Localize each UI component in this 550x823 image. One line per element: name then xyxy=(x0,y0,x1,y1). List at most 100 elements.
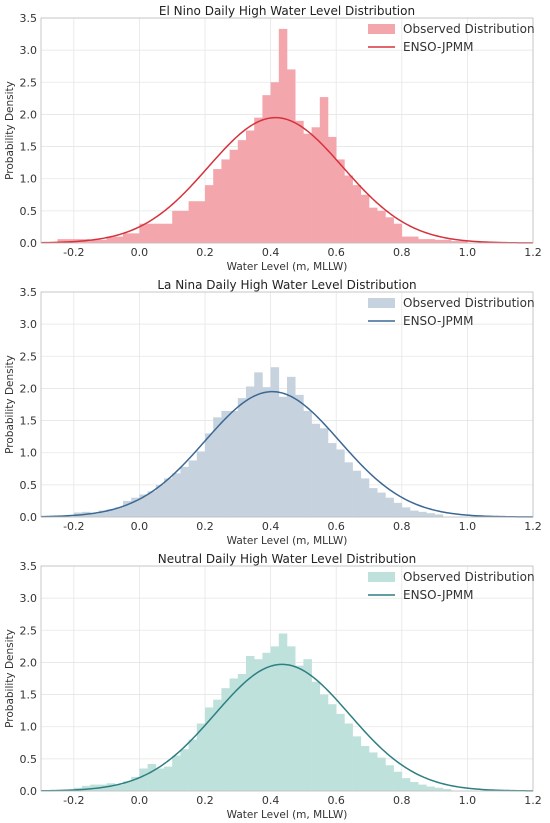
x-tick-label: 0.2 xyxy=(196,794,214,807)
neutral-hist-bar xyxy=(434,787,444,791)
la-nina-hist-bar xyxy=(369,488,378,517)
la-nina-hist-bar xyxy=(377,492,386,517)
neutral-chart: -0.2 0.0 0.2 0.4 0.6 0.8 1.0 1.2 0.0 0.5 1.0 1.5 2.0… xyxy=(4,552,542,821)
la-nina-hist-bar xyxy=(196,451,206,517)
y-tick-label: 3.0 xyxy=(20,44,38,57)
la-nina-hist-bar xyxy=(295,394,304,517)
neutral-hist-bar xyxy=(442,789,452,791)
el-nino-hist-bar xyxy=(213,169,222,243)
el-nino-hist-bar xyxy=(270,82,280,244)
y-axis-label: Probability Density xyxy=(4,81,16,180)
el-nino-hist-bar xyxy=(57,239,75,243)
x-tick-label: 0.6 xyxy=(327,520,345,533)
neutral-hist-bar xyxy=(196,723,206,791)
la-nina-hist-bar xyxy=(352,470,362,517)
y-tick-label: 3.0 xyxy=(20,318,38,331)
la-nina-hist-bar xyxy=(311,423,321,517)
el-nino-hist-bar xyxy=(155,223,173,243)
x-tick-label: 0.8 xyxy=(393,246,411,259)
la-nina-hist-bar xyxy=(246,386,255,517)
la-nina-hist-bar xyxy=(164,478,173,517)
la-nina-hist-bar xyxy=(385,497,394,517)
la-nina-hist-bar xyxy=(114,507,124,517)
la-nina-hist-bar xyxy=(426,513,435,517)
el-nino-hist-bar xyxy=(246,130,255,243)
x-tick-label: 1.2 xyxy=(524,246,542,259)
la-nina-hist-bar xyxy=(434,514,444,517)
la-nina-hist-bar xyxy=(303,410,312,517)
el-nino-hist-bar xyxy=(336,159,345,243)
el-nino-plot-frame xyxy=(40,17,534,244)
el-nino-chart-title: El Nino Daily High Water Level Distribut… xyxy=(159,4,415,18)
neutral-hist-bar xyxy=(426,786,435,791)
el-nino-hist-bar xyxy=(369,207,378,243)
el-nino-hist-bar xyxy=(393,223,403,243)
legend-swatch-observed xyxy=(368,24,395,34)
neutral-hist-bar xyxy=(410,782,419,791)
neutral-hist-bar xyxy=(295,665,304,791)
x-tick-label: 1.0 xyxy=(459,794,477,807)
x-axis-label: Water Level (m, MLLW) xyxy=(227,535,348,547)
y-tick-label: 3.5 xyxy=(20,12,38,25)
neutral-hist-bar xyxy=(221,688,230,791)
el-nino-hist-bar xyxy=(90,239,107,243)
neutral-hist-bar xyxy=(106,783,116,791)
el-nino-chart: -0.2 0.0 0.2 0.4 0.6 0.8 1.0 1.2 0.0 0.5 1.0 1.5 2.0… xyxy=(4,4,542,273)
el-nino-hist-bar xyxy=(287,69,296,243)
y-tick-label: 1.0 xyxy=(20,721,38,734)
la-nina-hist-bar xyxy=(229,410,239,517)
neutral-hist-bar xyxy=(278,633,288,791)
neutral-hist-bar xyxy=(418,784,427,791)
el-nino-legend: Observed Distribution ENSO-JPMM xyxy=(368,22,535,54)
legend-label-observed: Observed Distribution xyxy=(403,296,535,310)
el-nino-hist-bar xyxy=(418,239,435,243)
la-nina-chart: -0.2 0.0 0.2 0.4 0.6 0.8 1.0 1.2 0.0 0.5 1.0 1.5 2.0… xyxy=(4,278,542,547)
y-tick-label: 2.0 xyxy=(20,382,38,395)
legend-swatch-observed xyxy=(368,298,395,308)
el-nino-hist-bar xyxy=(311,127,321,243)
la-nina-hist-bar xyxy=(360,478,370,517)
la-nina-hist-bar xyxy=(410,510,419,517)
x-tick-label: 0.6 xyxy=(327,794,345,807)
y-tick-label: 1.0 xyxy=(20,447,38,460)
la-nina-hist-bar xyxy=(418,511,427,517)
x-tick-label: -0.2 xyxy=(63,520,84,533)
legend-label-jpmm: ENSO-JPMM xyxy=(403,40,473,54)
y-tick-label: 1.0 xyxy=(20,173,38,186)
neutral-hist-bar xyxy=(155,768,165,791)
el-nino-hist-bar xyxy=(205,185,214,243)
el-nino-hist-bar xyxy=(172,210,189,243)
neutral-hist-bar xyxy=(123,781,132,791)
neutral-hist-bar xyxy=(344,723,353,791)
neutral-hist-bar xyxy=(180,749,189,791)
neutral-hist-bar xyxy=(319,694,329,791)
el-nino-hist-bar xyxy=(254,117,263,243)
el-nino-hist-bar xyxy=(344,175,353,243)
neutral-hist-bar xyxy=(114,784,124,791)
el-nino-hist-bar xyxy=(106,236,124,243)
neutral-hist-bar xyxy=(369,752,378,791)
x-tick-label: 1.0 xyxy=(459,520,477,533)
x-tick-label: 1.2 xyxy=(524,794,542,807)
neutral-hist-bar xyxy=(205,707,214,791)
x-axis-label: Water Level (m, MLLW) xyxy=(227,809,348,821)
la-nina-hist-bar xyxy=(393,502,403,517)
x-tick-label: 0.0 xyxy=(131,520,149,533)
el-nino-hist-bar xyxy=(221,159,230,243)
la-nina-hist-bar xyxy=(180,466,189,517)
la-nina-chart-title: La Nina Daily High Water Level Distribut… xyxy=(157,278,416,292)
x-tick-label: 1.0 xyxy=(459,246,477,259)
x-tick-label: 0.8 xyxy=(393,520,411,533)
y-tick-label: 0.5 xyxy=(20,753,38,766)
la-nina-hist-bar xyxy=(221,410,230,517)
el-nino-hist-bar xyxy=(278,28,288,243)
el-nino-hist-bar xyxy=(385,217,394,243)
el-nino-hist-bar xyxy=(229,149,239,243)
y-axis-label: Probability Density xyxy=(4,629,16,728)
y-tick-label: 1.5 xyxy=(20,415,38,428)
y-tick-label: 2.0 xyxy=(20,656,38,669)
x-tick-label: 0.6 xyxy=(327,246,345,259)
neutral-hist-bar xyxy=(229,678,239,791)
la-nina-hist-bar xyxy=(344,462,353,517)
